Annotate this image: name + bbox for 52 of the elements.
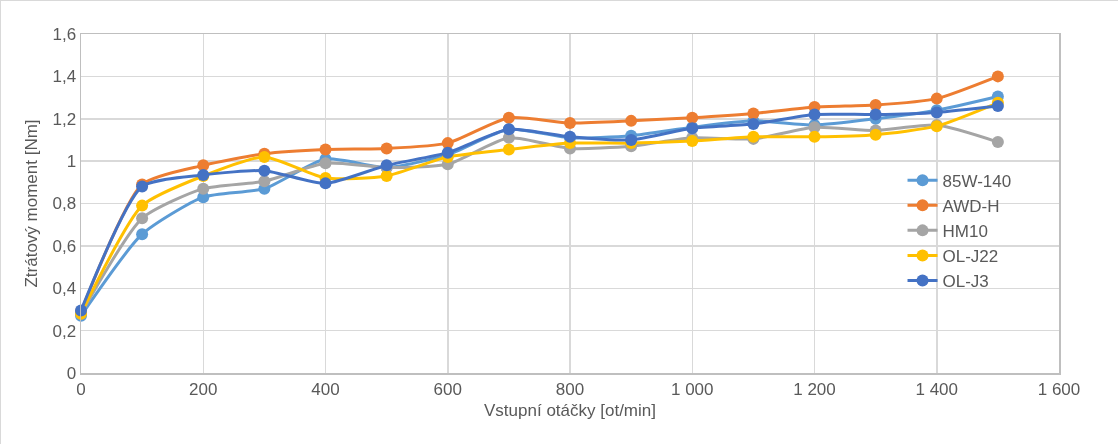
point (258, 164, 271, 177)
point (319, 177, 332, 190)
y-tick-label: 1,2 (52, 109, 77, 129)
y-tick-label: 0,4 (52, 279, 77, 299)
x-tick-label: 600 (433, 379, 462, 399)
point (930, 92, 943, 105)
point (380, 169, 393, 182)
point (991, 70, 1004, 83)
point (869, 128, 882, 141)
x-tick-label: 1 000 (670, 379, 714, 399)
point (197, 182, 210, 195)
point (808, 108, 821, 121)
point (136, 199, 149, 212)
point (686, 111, 699, 124)
point (136, 228, 149, 241)
y-tick-label: 1,6 (52, 24, 77, 44)
point (564, 116, 576, 129)
x-tick-label: 400 (311, 379, 340, 399)
point (991, 136, 1004, 149)
y-tick-label: 1,4 (52, 67, 77, 87)
y-tick-label: 1 (66, 152, 77, 172)
point (869, 108, 882, 121)
point (686, 135, 699, 147)
y-axis-title: Ztrátový moment [Nm] (22, 119, 42, 288)
y-tick-label: 0,2 (52, 321, 77, 341)
point (319, 157, 332, 170)
legend-label: OL-J22 (942, 247, 999, 267)
x-tick-label: 800 (555, 379, 585, 399)
point (991, 100, 1004, 113)
y-tick-label: 0,8 (52, 194, 77, 214)
x-tick-label: 1 200 (793, 379, 836, 399)
x-axis-title: Vstupní otáčky [ot/min] (484, 401, 656, 421)
legend-label: HM10 (942, 222, 988, 241)
point (808, 130, 821, 143)
point (136, 212, 149, 225)
legend-label: OL-J3 (942, 272, 989, 292)
x-tick-label: 1 600 (1037, 379, 1081, 399)
x-tick-label: 200 (189, 379, 218, 399)
y-tick-label: 0,6 (52, 236, 77, 256)
y-tick-label: 0 (66, 363, 77, 383)
point (502, 111, 515, 124)
legend-label: 85W-140 (942, 171, 1012, 191)
point (380, 142, 393, 155)
point (319, 143, 332, 156)
point (258, 175, 271, 188)
point (747, 118, 760, 131)
point (625, 114, 638, 127)
legend-label: AWD-H (942, 196, 1000, 216)
x-tick-label: 1 400 (915, 379, 959, 399)
point (747, 107, 760, 120)
point (625, 133, 638, 146)
point (502, 143, 515, 156)
